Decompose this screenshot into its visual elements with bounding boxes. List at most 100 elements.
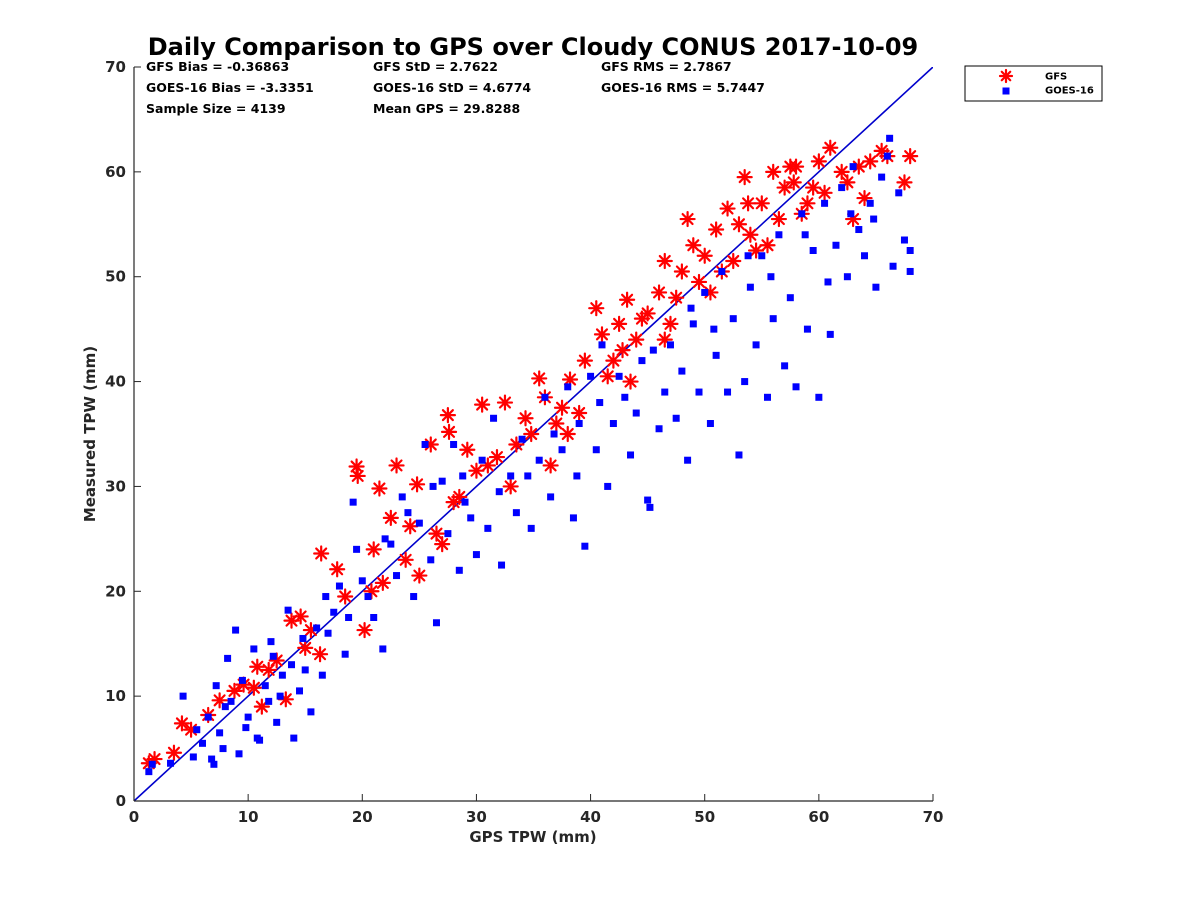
x-tick-label: 40: [580, 808, 601, 826]
goes16-point: [250, 645, 258, 653]
goes16-point: [455, 566, 463, 574]
goes16-point: [678, 367, 686, 375]
goes16-point: [432, 619, 440, 627]
gfs-point: [253, 698, 270, 715]
y-tick-label: 30: [105, 477, 126, 495]
gfs-point: [382, 509, 399, 526]
gfs-point: [765, 163, 782, 180]
goes16-point: [148, 760, 156, 768]
stat-text: GFS StD = 2.7622: [373, 59, 498, 74]
gfs-point: [523, 425, 540, 443]
goes16-point: [472, 551, 480, 559]
goes16-point: [265, 697, 273, 705]
gfs-point: [408, 476, 426, 493]
gfs-point: [434, 535, 451, 553]
legend-box: [964, 65, 1103, 102]
goes16-point: [849, 163, 857, 171]
goes16-point: [189, 753, 197, 761]
gfs-point: [759, 237, 776, 254]
goes16-point: [792, 383, 800, 391]
gfs-point: [260, 661, 277, 679]
gfs-point: [656, 252, 673, 270]
goes16-point: [345, 614, 353, 621]
goes16-point: [512, 509, 520, 517]
gfs-point: [211, 692, 228, 709]
goes16-point: [307, 708, 315, 716]
goes16-point: [638, 357, 646, 365]
gfs-point: [292, 608, 309, 625]
gfs-point: [496, 394, 514, 411]
gfs-point: [249, 658, 266, 675]
goes16-point: [609, 420, 617, 428]
y-tick-label: 70: [105, 58, 126, 76]
gfs-point: [822, 139, 839, 156]
stat-text: GFS Bias = -0.36863: [146, 59, 289, 74]
chart-title: Daily Comparison to GPS over Cloudy CONU…: [148, 33, 919, 61]
goes16-point: [358, 577, 366, 585]
goes16-point: [821, 199, 829, 207]
gfs-point: [440, 423, 458, 441]
goes16-point: [478, 456, 486, 464]
gfs-point: [402, 518, 419, 535]
goes16-point: [744, 252, 752, 260]
goes16-point: [444, 530, 452, 538]
gfs-point: [548, 415, 565, 432]
goes16-point: [145, 768, 153, 776]
goes16-point: [646, 503, 654, 511]
gfs-point: [618, 291, 636, 308]
gfs-point: [708, 221, 725, 238]
goes16-point: [847, 210, 855, 218]
gfs-point: [297, 639, 314, 657]
x-tick-label: 50: [694, 808, 715, 826]
goes16-point: [900, 236, 908, 244]
goes16-point: [710, 325, 718, 333]
goes16-point: [598, 341, 606, 349]
goes16-point: [558, 446, 566, 454]
gfs-point: [753, 195, 770, 212]
legend-goes16-marker: [1002, 87, 1010, 95]
plot-area: 0 10 20 30 40 50 60 70 0 10 20 30 40 50 60 70: [105, 58, 943, 826]
gfs-point: [742, 226, 759, 243]
gfs-point: [799, 195, 816, 212]
goes16-point: [689, 320, 697, 328]
goes16-point: [232, 626, 240, 634]
gfs-point: [411, 567, 428, 584]
goes16-point: [221, 703, 229, 711]
goes16-point: [381, 535, 389, 543]
goes16-point: [353, 545, 361, 553]
goes16-point: [769, 315, 777, 323]
gfs-point: [668, 289, 685, 306]
goes16-point: [498, 561, 506, 569]
goes16-point: [227, 697, 235, 705]
goes16-point: [379, 645, 387, 653]
goes16-point: [393, 572, 401, 580]
gfs-point: [571, 404, 588, 422]
goes16-point: [212, 682, 220, 690]
gfs-point: [782, 158, 799, 175]
gfs-point: [356, 621, 373, 639]
gfs-point: [365, 541, 382, 558]
gfs-point: [719, 200, 736, 217]
goes16-point: [208, 755, 216, 763]
gfs-point: [337, 588, 354, 605]
gfs-point: [531, 370, 548, 387]
gfs-point: [329, 561, 346, 578]
goes16-point: [861, 252, 869, 260]
gfs-point: [397, 551, 414, 568]
goes16-point: [204, 713, 212, 721]
gfs-point: [311, 646, 329, 663]
gfs-point: [605, 352, 622, 369]
goes16-point: [284, 606, 292, 614]
goes16-point: [661, 388, 669, 396]
gfs-point: [611, 315, 628, 332]
stat-text: GOES-16 RMS = 5.7447: [601, 80, 765, 95]
gfs-point: [656, 331, 673, 348]
goes16-point: [193, 726, 201, 734]
goes16-point: [832, 241, 840, 249]
gfs-point: [862, 153, 879, 170]
goes16-point: [335, 582, 343, 590]
goes16-point: [592, 446, 600, 454]
gfs-point: [614, 342, 631, 359]
gfs-point: [488, 448, 506, 466]
goes16-point: [518, 435, 526, 443]
